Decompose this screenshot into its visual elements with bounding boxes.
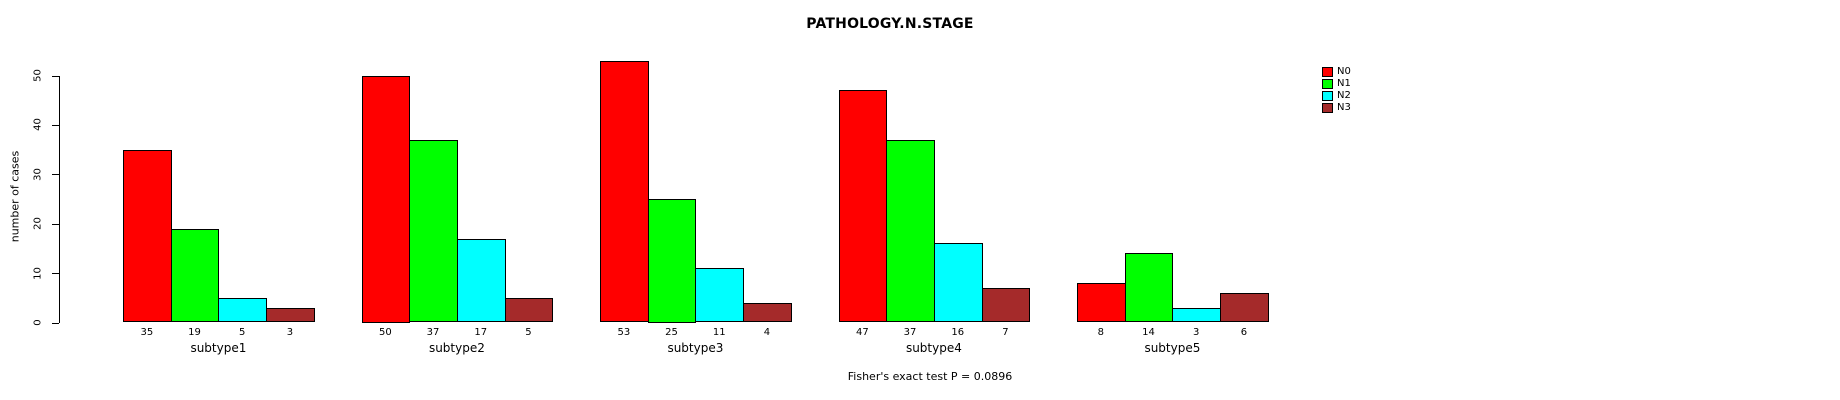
bar-value-subtype5-N0: 8: [1097, 327, 1105, 338]
bar-subtype3-N2: [695, 268, 745, 323]
legend-label-N3: N3: [1337, 102, 1351, 113]
y-tick-label-30: 30: [32, 167, 44, 181]
y-tick-40: [51, 124, 59, 126]
bar-value-subtype3-N0: 53: [617, 327, 631, 338]
legend-item-N0: N0: [1322, 66, 1382, 78]
y-tick-50: [51, 75, 59, 77]
y-tick-30: [51, 174, 59, 176]
bar-subtype2-N3: [504, 297, 554, 323]
y-tick-0: [51, 322, 59, 324]
bar-subtype2-N0: [361, 75, 411, 323]
bar-value-subtype4-N2: 16: [951, 327, 965, 338]
bar-subtype1-N3: [266, 307, 315, 323]
y-tick-20: [51, 223, 59, 225]
category-label-subtype5: subtype5: [1144, 341, 1201, 355]
legend-label-N2: N2: [1337, 90, 1351, 101]
bar-value-subtype1-N2: 5: [239, 327, 246, 338]
bar-value-subtype1-N3: 3: [286, 327, 294, 338]
bar-value-subtype1-N0: 35: [140, 327, 154, 338]
bar-subtype4-N1: [886, 139, 935, 323]
bar-value-subtype4-N1: 37: [903, 327, 917, 338]
bar-value-subtype2-N1: 37: [426, 327, 440, 338]
category-label-subtype3: subtype3: [667, 341, 724, 355]
y-tick-label-50: 50: [32, 69, 44, 82]
legend-item-N1: N1: [1322, 78, 1382, 90]
legend-swatch-N0: [1322, 67, 1333, 77]
y-tick-10: [51, 273, 59, 275]
bar-subtype2-N2: [456, 238, 506, 323]
bar-value-subtype5-N1: 14: [1142, 327, 1155, 338]
bar-subtype3-N0: [600, 60, 649, 323]
bar-subtype5-N2: [1172, 307, 1222, 323]
y-tick-label-40: 40: [32, 118, 44, 132]
bar-value-subtype5-N2: 3: [1193, 327, 1200, 338]
bar-subtype5-N0: [1077, 282, 1126, 323]
legend-label-N1: N1: [1337, 78, 1351, 89]
bar-subtype2-N1: [409, 139, 458, 323]
category-label-subtype1: subtype1: [190, 341, 247, 355]
legend-swatch-N3: [1322, 103, 1333, 113]
bar-subtype3-N1: [647, 199, 697, 323]
y-axis-label: number of cases: [8, 150, 22, 243]
y-tick-label-10: 10: [32, 266, 44, 280]
legend-swatch-N1: [1322, 79, 1333, 89]
bar-value-subtype4-N3: 7: [1002, 327, 1009, 338]
bar-subtype4-N2: [933, 243, 983, 323]
bar-value-subtype5-N3: 6: [1240, 327, 1248, 338]
y-axis-line: [58, 75, 60, 323]
bar-subtype3-N3: [743, 302, 792, 323]
category-label-subtype4: subtype4: [905, 341, 962, 355]
bar-value-subtype3-N1: 25: [665, 327, 678, 338]
bar-value-subtype1-N1: 19: [188, 327, 201, 338]
bar-subtype1-N1: [170, 228, 220, 323]
y-tick-label-0: 0: [32, 319, 44, 326]
legend-label-N0: N0: [1337, 66, 1351, 77]
legend-item-N3: N3: [1322, 102, 1382, 114]
chart-title: PATHOLOGY.N.STAGE: [806, 16, 974, 32]
bar-subtype1-N0: [123, 149, 172, 323]
y-tick-label-20: 20: [32, 217, 44, 231]
category-label-subtype2: subtype2: [428, 341, 485, 355]
fisher-test-annotation: Fisher's exact test P = 0.0896: [847, 370, 1013, 383]
legend-swatch-N2: [1322, 91, 1333, 101]
bar-value-subtype2-N2: 17: [474, 327, 488, 338]
bar-subtype4-N0: [838, 90, 888, 323]
bar-value-subtype4-N0: 47: [855, 327, 869, 338]
bar-subtype5-N1: [1124, 253, 1174, 323]
legend-item-N2: N2: [1322, 90, 1382, 102]
bar-subtype5-N3: [1220, 292, 1269, 323]
bar-value-subtype2-N0: 50: [378, 327, 392, 338]
bar-value-subtype3-N3: 4: [763, 327, 771, 338]
bar-subtype4-N3: [981, 287, 1031, 323]
bar-value-subtype2-N3: 5: [525, 327, 532, 338]
bar-value-subtype3-N2: 11: [712, 327, 726, 338]
bar-subtype1-N2: [218, 297, 268, 323]
